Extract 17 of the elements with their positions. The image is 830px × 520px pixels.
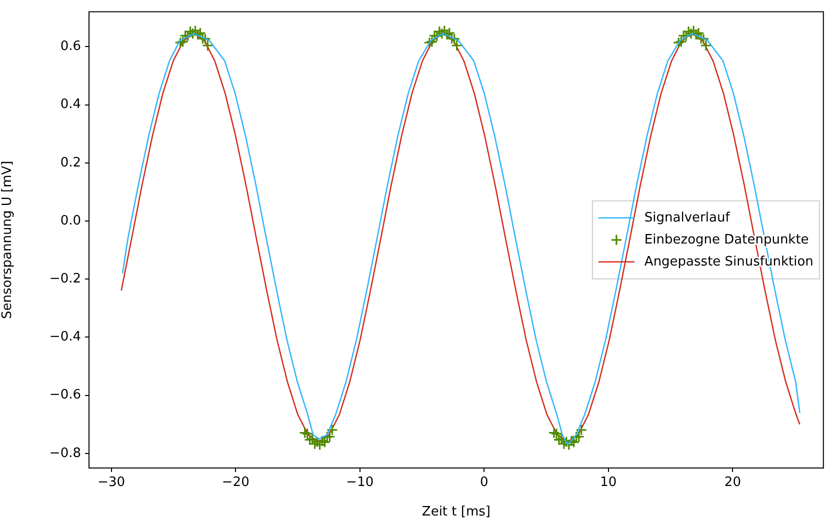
x-tick-label: 10	[600, 475, 617, 490]
x-tick-label: 0	[480, 475, 488, 490]
y-tick-label: −0.6	[49, 388, 81, 403]
y-tick-label: −0.4	[49, 330, 81, 345]
y-tick-label: −0.2	[49, 272, 81, 286]
y-tick-label: 0.4	[60, 97, 81, 112]
y-axis-title: Sensorspannung U [mV]	[0, 160, 16, 320]
y-tick-label: 0.0	[60, 213, 81, 228]
x-tick-label: 20	[724, 475, 741, 490]
y-tick-label: 0.6	[60, 39, 81, 54]
legend-label: Signalverlauf	[644, 210, 730, 226]
x-tick-label: −20	[222, 475, 250, 490]
x-axis-title: Zeit t [ms]	[422, 504, 490, 520]
y-tick-label: 0.2	[60, 155, 81, 170]
x-tick-label: −10	[346, 475, 374, 490]
x-tick-label: −30	[98, 475, 126, 490]
y-tick-label: −0.8	[49, 446, 81, 461]
